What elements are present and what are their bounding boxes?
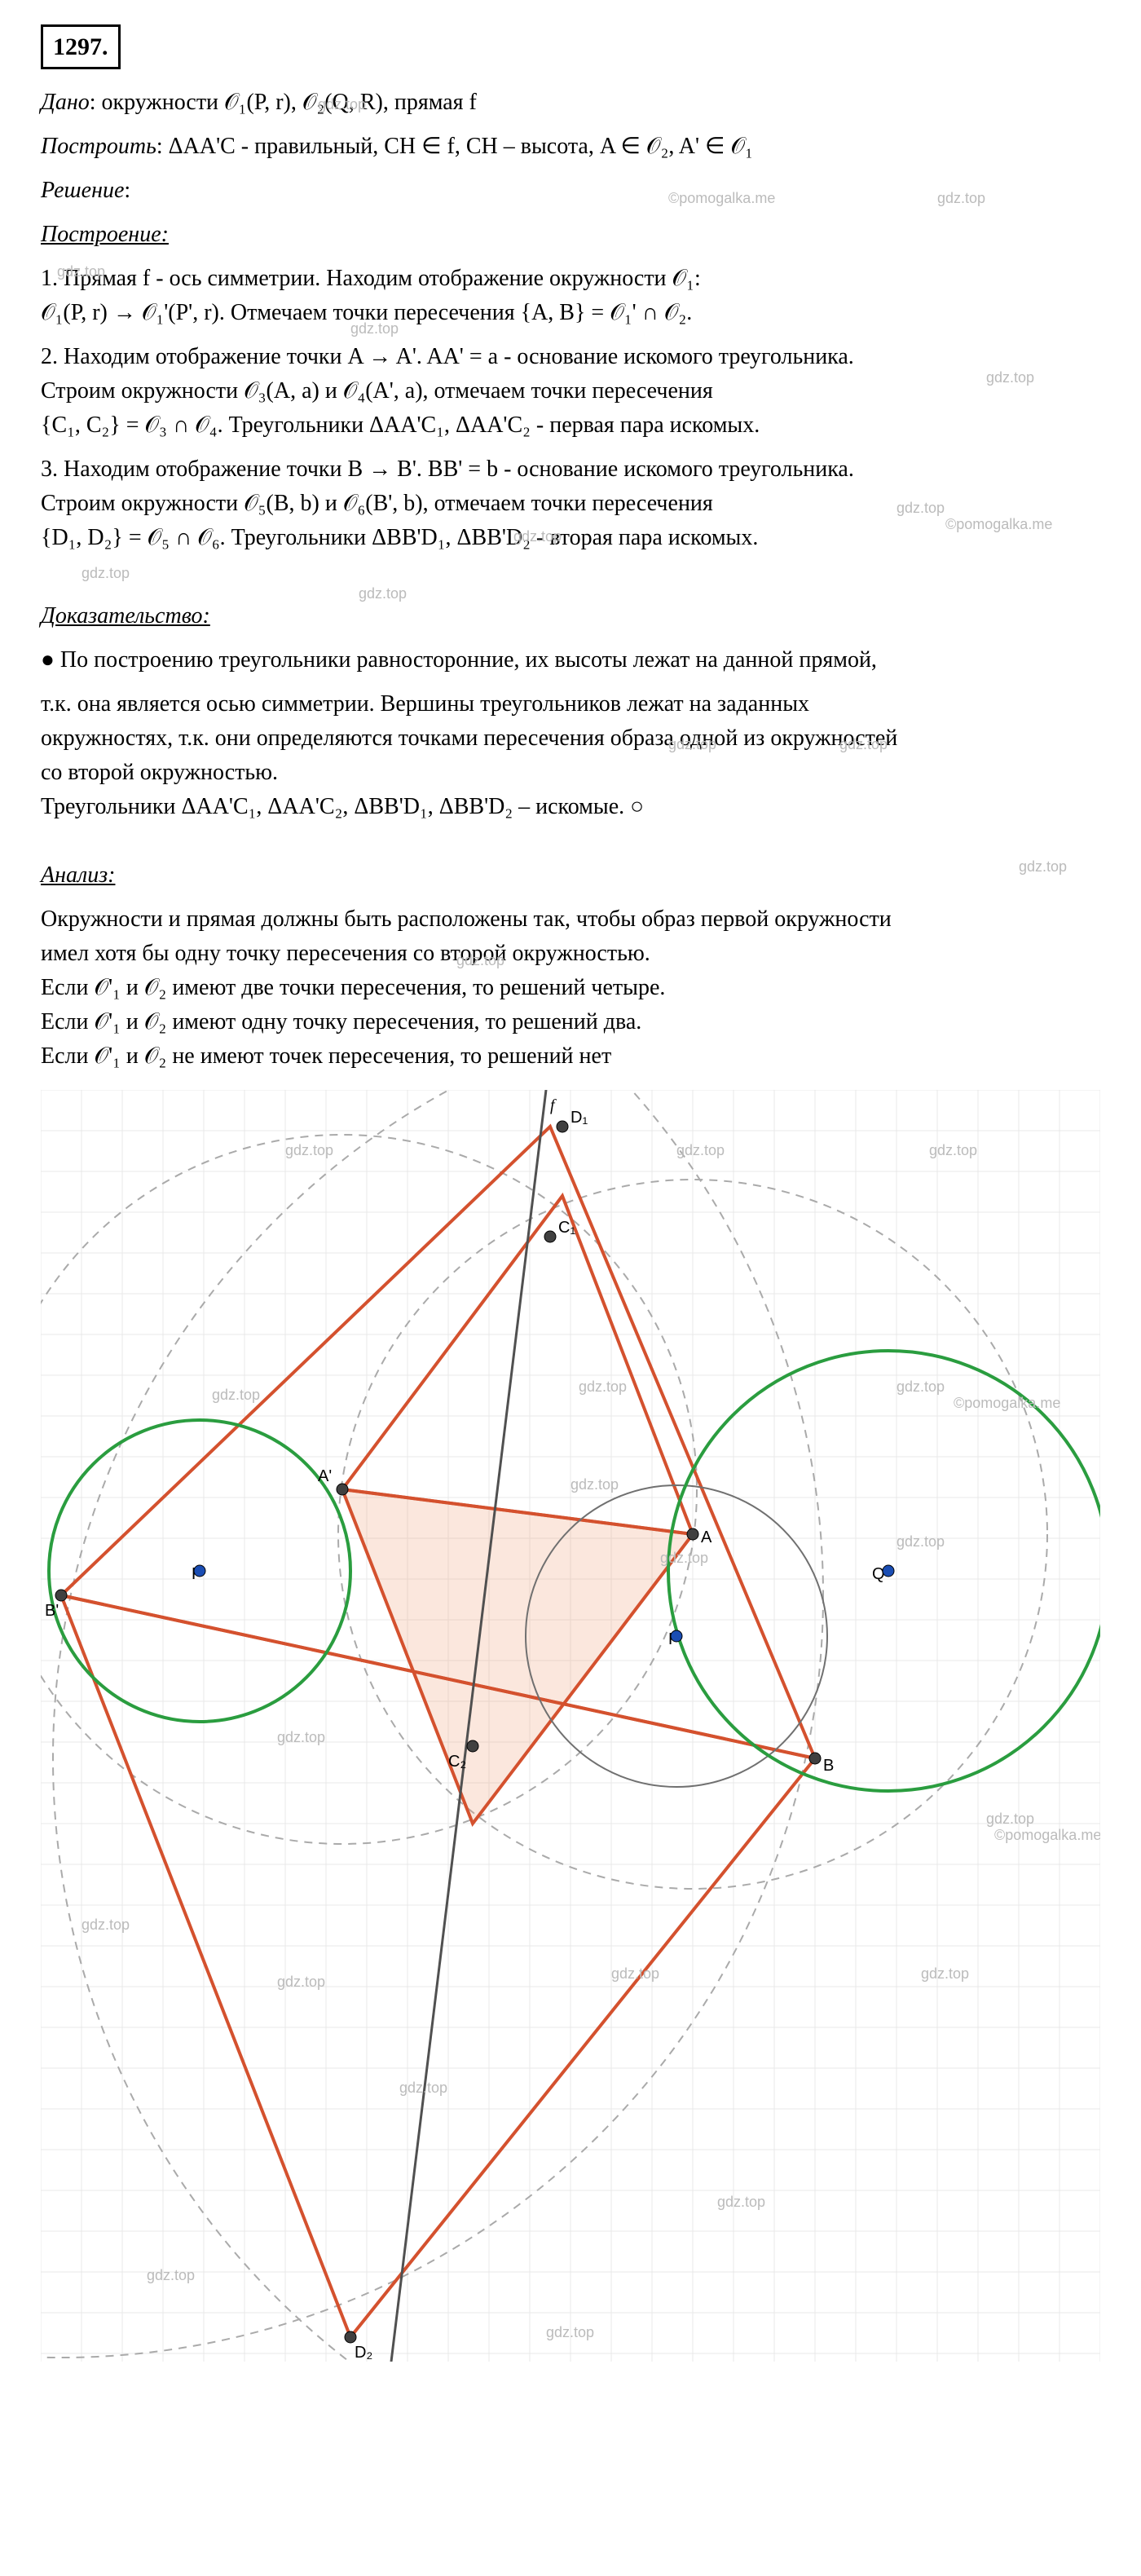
svg-text:D₂: D₂ <box>355 2344 372 2362</box>
analysis-line5: Если 𝒪'₁ и 𝒪₂ не имеют точек пересечения… <box>41 1039 1100 1074</box>
svg-text:gdz.top: gdz.top <box>717 2194 765 2210</box>
step1-formula: 𝒪₁(P, r) → 𝒪₁'(P', r). Отмечаем точки пе… <box>41 296 1100 330</box>
proof-heading-section: Доказательство: <box>41 599 1100 633</box>
step3-text: 3. Находим отображение точки B → B'. BB'… <box>41 452 1100 487</box>
given-section: Дано: окружности 𝒪₁(P, r), 𝒪₂(Q, R), пря… <box>41 86 1100 120</box>
svg-text:A': A' <box>318 1467 332 1485</box>
step2: 2. Находим отображение точки A → A'. AA'… <box>41 340 1100 443</box>
svg-text:gdz.top: gdz.top <box>611 1965 659 1982</box>
construction-heading: Построение: <box>41 222 169 247</box>
svg-text:©pomogalka.me: ©pomogalka.me <box>954 1395 1060 1411</box>
solution-colon: : <box>124 178 130 203</box>
svg-text:D₁: D₁ <box>570 1109 588 1127</box>
analysis-line2: имел хотя бы одну точку пересечения со в… <box>41 937 1100 971</box>
svg-text:gdz.top: gdz.top <box>896 1378 945 1395</box>
solution-label: Решение <box>41 178 124 203</box>
construct-section: Построить: ΔAA'C - правильный, CH ∈ f, C… <box>41 130 1100 164</box>
svg-text:gdz.top: gdz.top <box>82 1917 130 1933</box>
diagram-svg: fPQP'D₁C₁A'AB'BC₂D₂gdz.topgdz.topgdz.top… <box>41 1090 1100 2362</box>
analysis-line1: Окружности и прямая должны быть располож… <box>41 902 1100 937</box>
construct-text: : ΔAA'C - правильный, CH ∈ f, CH – высот… <box>156 134 753 159</box>
svg-text:gdz.top: gdz.top <box>579 1378 627 1395</box>
proof-line4: со второй окружностью. <box>41 756 1100 790</box>
problem-number-box: 1297. <box>41 24 121 69</box>
svg-text:gdz.top: gdz.top <box>277 1974 325 1990</box>
step3-line2: Строим окружности 𝒪₅(B, b) и 𝒪₆(B', b), … <box>41 487 1100 521</box>
svg-text:©pomogalka.me: ©pomogalka.me <box>994 1827 1100 1843</box>
svg-text:gdz.top: gdz.top <box>660 1550 708 1566</box>
step2-line2: Строим окружности 𝒪₃(A, a) и 𝒪₄(A', a), … <box>41 374 1100 408</box>
solution-section: Решение: <box>41 174 1100 208</box>
step1-text: 1. Прямая f - ось симметрии. Находим ото… <box>41 262 1100 296</box>
step3-line3: {D₁, D₂} = 𝒪₅ ∩ 𝒪₆. Треугольники ΔBB'D₁,… <box>41 521 1100 555</box>
proof-line1: По построению треугольники равносторонни… <box>60 647 877 673</box>
step3: 3. Находим отображение точки B → B'. BB'… <box>41 452 1100 555</box>
svg-text:A: A <box>701 1528 712 1546</box>
construct-label: Построить <box>41 134 156 159</box>
svg-text:gdz.top: gdz.top <box>277 1729 325 1745</box>
svg-text:gdz.top: gdz.top <box>546 2324 594 2340</box>
proof-line5: Треугольники ΔAA'C₁, ΔAA'C₂, ΔBB'D₁, ΔBB… <box>41 790 1100 824</box>
svg-text:C₁: C₁ <box>558 1219 575 1237</box>
problem-number: 1297. <box>53 33 108 60</box>
svg-text:C₂: C₂ <box>448 1753 466 1771</box>
geometry-diagram: fPQP'D₁C₁A'AB'BC₂D₂gdz.topgdz.topgdz.top… <box>41 1090 1100 2362</box>
svg-text:gdz.top: gdz.top <box>285 1142 333 1158</box>
proof-line2: т.к. она является осью симметрии. Вершин… <box>41 687 1100 721</box>
svg-text:gdz.top: gdz.top <box>212 1387 260 1403</box>
svg-text:gdz.top: gdz.top <box>896 1533 945 1550</box>
svg-text:gdz.top: gdz.top <box>570 1476 619 1493</box>
step1: 1. Прямая f - ось симметрии. Находим ото… <box>41 262 1100 330</box>
svg-text:gdz.top: gdz.top <box>676 1142 725 1158</box>
analysis-line4: Если 𝒪'₁ и 𝒪₂ имеют одну точку пересечен… <box>41 1005 1100 1039</box>
watermark-text: gdz.top <box>82 562 130 584</box>
step2-text: 2. Находим отображение точки A → A'. AA'… <box>41 340 1100 374</box>
svg-text:gdz.top: gdz.top <box>921 1965 969 1982</box>
step2-line3: {C₁, C₂} = 𝒪₃ ∩ 𝒪₄. Треугольники ΔAA'C₁,… <box>41 408 1100 443</box>
proof-heading: Доказательство: <box>41 603 210 629</box>
proof-line3: окружностях, т.к. они определяются точка… <box>41 721 1100 756</box>
given-label: Дано <box>41 90 90 115</box>
svg-text:B: B <box>823 1757 834 1775</box>
construction-heading-section: Построение: <box>41 218 1100 252</box>
given-text: : окружности 𝒪₁(P, r), 𝒪₂(Q, R), прямая … <box>90 90 477 115</box>
analysis-heading-section: Анализ: <box>41 858 1100 893</box>
svg-text:B': B' <box>45 1602 59 1620</box>
svg-text:Q: Q <box>872 1565 885 1583</box>
svg-text:gdz.top: gdz.top <box>929 1142 977 1158</box>
proof-bullet: По построению треугольники равносторонни… <box>41 643 1100 677</box>
document-body: 1297. Дано: окружности 𝒪₁(P, r), 𝒪₂(Q, R… <box>41 24 1100 2362</box>
analysis-heading: Анализ: <box>41 862 115 888</box>
svg-text:gdz.top: gdz.top <box>986 1811 1034 1827</box>
analysis-line3: Если 𝒪'₁ и 𝒪₂ имеют две точки пересечени… <box>41 971 1100 1005</box>
svg-text:gdz.top: gdz.top <box>147 2267 195 2283</box>
svg-text:gdz.top: gdz.top <box>399 2080 447 2096</box>
